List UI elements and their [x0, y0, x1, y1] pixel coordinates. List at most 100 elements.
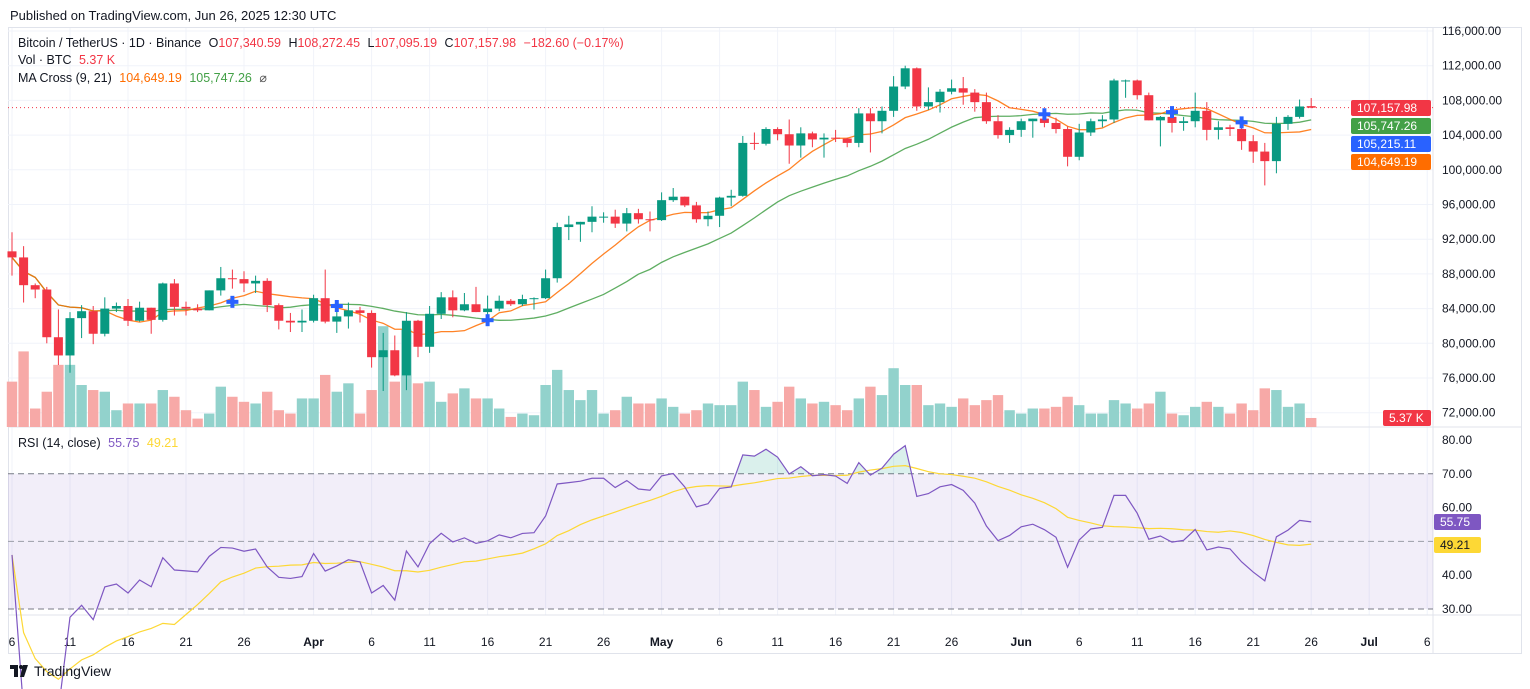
candle[interactable] — [1260, 142, 1270, 186]
candle[interactable] — [88, 305, 98, 345]
candle[interactable] — [807, 131, 817, 148]
candle[interactable] — [529, 297, 539, 310]
candle[interactable] — [865, 108, 875, 153]
candle[interactable] — [204, 290, 214, 311]
candle[interactable] — [784, 119, 794, 164]
candle[interactable] — [970, 89, 980, 112]
candle[interactable] — [297, 309, 307, 333]
candle[interactable] — [1225, 124, 1235, 136]
candle[interactable] — [715, 196, 725, 228]
candle[interactable] — [1028, 118, 1038, 138]
candle[interactable] — [7, 232, 17, 276]
candle[interactable] — [738, 135, 748, 197]
candle[interactable] — [831, 129, 841, 143]
candle[interactable] — [1295, 99, 1305, 119]
candle[interactable] — [309, 294, 319, 323]
candle[interactable] — [216, 266, 226, 296]
candle[interactable] — [749, 132, 759, 150]
candle[interactable] — [680, 196, 690, 208]
candle[interactable] — [1063, 126, 1073, 167]
candle[interactable] — [947, 79, 957, 95]
candle[interactable] — [1097, 115, 1107, 128]
candle[interactable] — [668, 188, 678, 202]
candle[interactable] — [958, 76, 968, 105]
candle[interactable] — [181, 301, 191, 316]
candle[interactable] — [65, 312, 75, 373]
candle[interactable] — [262, 278, 272, 313]
candle[interactable] — [889, 76, 899, 117]
candle[interactable] — [239, 271, 249, 293]
candle[interactable] — [541, 269, 551, 300]
candle[interactable] — [633, 208, 643, 224]
candle[interactable] — [761, 127, 771, 146]
candle[interactable] — [1109, 78, 1119, 123]
candle[interactable] — [935, 89, 945, 113]
candle[interactable] — [355, 306, 365, 323]
candle[interactable] — [123, 299, 133, 326]
candle[interactable] — [564, 215, 574, 241]
candle[interactable] — [1005, 127, 1015, 143]
candle[interactable] — [622, 207, 632, 232]
candle[interactable] — [819, 133, 829, 158]
candle[interactable] — [425, 305, 435, 353]
candle[interactable] — [993, 115, 1003, 139]
candle[interactable] — [448, 290, 458, 318]
candle[interactable] — [413, 319, 423, 358]
candle[interactable] — [981, 92, 991, 124]
candle[interactable] — [343, 302, 353, 329]
candle[interactable] — [494, 295, 504, 312]
candle[interactable] — [912, 67, 922, 111]
candle[interactable] — [1051, 117, 1061, 134]
candle[interactable] — [378, 332, 388, 392]
candle[interactable] — [146, 307, 156, 334]
candle[interactable] — [274, 303, 284, 330]
candle[interactable] — [100, 297, 110, 337]
candle[interactable] — [1271, 116, 1281, 174]
candle[interactable] — [517, 294, 527, 306]
candle[interactable] — [158, 282, 168, 322]
candle[interactable] — [193, 304, 203, 313]
candle[interactable] — [471, 286, 481, 313]
candle[interactable] — [1086, 118, 1096, 136]
candle[interactable] — [599, 212, 609, 223]
candle[interactable] — [1167, 116, 1177, 133]
candle[interactable] — [459, 292, 469, 312]
candle[interactable] — [30, 283, 40, 299]
tradingview-logo[interactable]: TradingView — [10, 663, 111, 679]
candle[interactable] — [773, 127, 783, 141]
candle[interactable] — [1190, 92, 1200, 128]
candle[interactable] — [483, 295, 493, 317]
hidden-values-icon[interactable]: ⌀ — [259, 71, 267, 85]
candle[interactable] — [900, 65, 910, 90]
candle[interactable] — [111, 302, 121, 313]
candle[interactable] — [506, 299, 516, 306]
candle[interactable] — [691, 201, 701, 223]
candle[interactable] — [923, 87, 933, 110]
candle[interactable] — [135, 301, 145, 322]
candle[interactable] — [436, 292, 446, 320]
candle[interactable] — [1016, 118, 1026, 137]
candle[interactable] — [657, 192, 667, 221]
candle[interactable] — [1306, 98, 1316, 109]
candle[interactable] — [77, 305, 87, 339]
ma-label[interactable]: MA Cross (9, 21) — [18, 71, 112, 85]
candle[interactable] — [401, 312, 411, 391]
candle[interactable] — [552, 222, 562, 283]
candle[interactable] — [1144, 92, 1154, 121]
candle[interactable] — [332, 309, 342, 333]
candle[interactable] — [1121, 79, 1131, 98]
candle[interactable] — [877, 106, 887, 134]
candle[interactable] — [703, 211, 713, 227]
candle[interactable] — [42, 286, 52, 344]
candle[interactable] — [1283, 115, 1293, 130]
candle[interactable] — [726, 189, 736, 207]
candle[interactable] — [854, 108, 864, 148]
candle[interactable] — [251, 275, 261, 293]
candle[interactable] — [796, 127, 806, 158]
rsi-label[interactable]: RSI (14, close) — [18, 436, 101, 450]
candle[interactable] — [367, 310, 377, 368]
candle[interactable] — [53, 309, 63, 365]
candle[interactable] — [1202, 102, 1212, 141]
candle[interactable] — [285, 312, 295, 333]
